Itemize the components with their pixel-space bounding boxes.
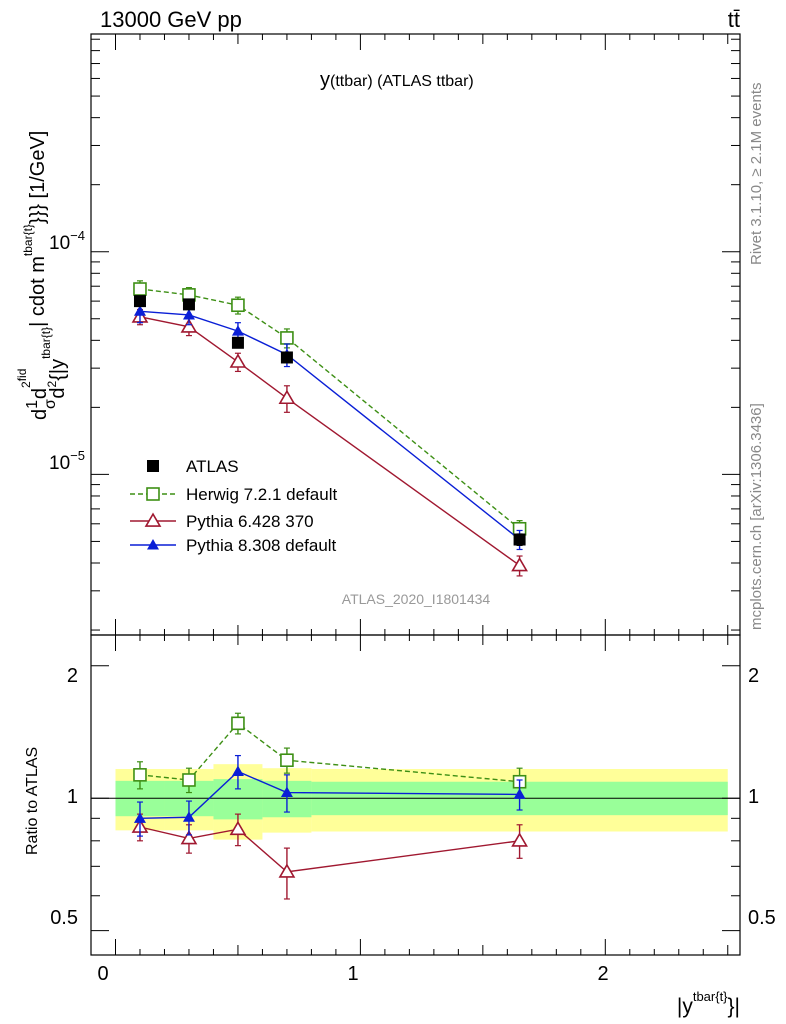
ratio-point-herwig-7-2-1-default	[182, 773, 196, 787]
x-label-main: |y	[677, 995, 693, 1018]
ratio-y-tick-left-0_5: 0.5	[50, 907, 78, 929]
ratio-point-pythia-6-428-370	[229, 820, 247, 836]
y-label-tail: }}} [1/GeV]	[27, 131, 49, 224]
legend-marker-pythia-8-308-default	[147, 539, 159, 550]
ratio-y-tick-right-2: 2	[748, 665, 759, 687]
ratio-y-tick-right-1: 1	[748, 786, 759, 808]
y-label-sigma: σ	[42, 399, 59, 409]
plot-title-main: y	[320, 69, 330, 91]
legend-label-herwig: Herwig 7.2.1 default	[186, 485, 337, 504]
legend-label-pythia6: Pythia 6.428 370	[186, 512, 314, 531]
ratio-point-pythia-8-308-default	[182, 811, 195, 822]
y-label-den-y: {|y	[47, 359, 69, 381]
x-label-tail: }|	[728, 995, 740, 1018]
main-point-atlas	[182, 298, 195, 311]
main-point-herwig-7-2-1-default	[231, 298, 245, 313]
main-point-pythia-8-308-default	[182, 308, 195, 320]
main-point-pythia-8-308-default	[231, 325, 244, 336]
legend: ATLAS Herwig 7.2.1 default Pythia 6.428 …	[130, 457, 337, 555]
ratio-y-label: Ratio to ATLAS	[24, 747, 41, 855]
main-line-pythia-8-308-default	[139, 310, 521, 541]
x-axis-label: |ytbar{t}}|	[677, 989, 740, 1018]
x-tick-label-2: 2	[597, 963, 608, 985]
y-label-den-2: 2	[45, 380, 59, 387]
legend-marker-herwig-7-2-1-default	[146, 487, 160, 501]
ratio-point-pythia-6-428-370	[511, 832, 528, 847]
y-label-one: 1	[24, 400, 41, 409]
y-tick-label-1e-4: 10−4	[49, 228, 85, 254]
energy-label: 13000 GeV pp	[100, 7, 242, 32]
y-label-fid: fid	[15, 369, 29, 382]
legend-label-atlas: ATLAS	[186, 457, 239, 476]
y-tick-exp-1e-5: −5	[70, 448, 85, 463]
y-label-mid: | cdot m	[27, 256, 49, 327]
y-tick-base-1e-4: 10	[49, 233, 70, 254]
main-point-pythia-6-428-370	[511, 556, 528, 572]
main-point-pythia-6-428-370	[278, 389, 296, 405]
ratio-point-herwig-7-2-1-default	[133, 768, 147, 782]
main-point-atlas	[280, 351, 293, 364]
main-panel: y(ttbar) (ATLAS ttbar) ATLAS_2020_I18014…	[15, 33, 741, 636]
y-axis-label-text: d1σd2fidd2{|ytbar{t}| cdot mtbar{t}}}} […	[15, 131, 69, 420]
x-label-sup: tbar{t}	[693, 989, 728, 1004]
legend-marker-pythia-6-428-370	[144, 512, 162, 527]
ratio-point-pythia-8-308-default	[513, 788, 526, 799]
main-plot-layer	[131, 280, 528, 577]
y-tick-exp-1e-4: −4	[70, 228, 85, 243]
plot-title-sub: (ttbar) (ATLAS ttbar)	[330, 73, 474, 90]
main-point-pythia-6-428-370	[180, 318, 198, 333]
plot-title: y(ttbar) (ATLAS ttbar)	[320, 69, 474, 91]
main-point-atlas	[513, 533, 526, 546]
y-label-sup-m: tbar{t}	[21, 224, 35, 256]
ratio-y-tick-right-0_5: 0.5	[748, 907, 776, 929]
x-tick-label-1: 1	[347, 963, 358, 985]
ratio-point-pythia-6-428-370	[278, 863, 296, 878]
main-axes-layer	[91, 34, 740, 635]
y-axis-label: d1σd2fidd2{|ytbar{t}| cdot mtbar{t}}}} […	[15, 131, 69, 420]
y-label-den-d: d	[47, 387, 69, 398]
ratio-point-pythia-8-308-default	[133, 812, 146, 823]
ratio-point-herwig-7-2-1-default	[280, 753, 294, 768]
main-point-pythia-8-308-default	[133, 305, 146, 316]
y-tick-label-1e-5: 10−5	[49, 448, 85, 474]
main-point-herwig-7-2-1-default	[280, 331, 294, 345]
main-point-herwig-7-2-1-default	[133, 282, 147, 296]
ratio-point-herwig-7-2-1-default	[231, 716, 245, 731]
y-label-d2: d	[29, 388, 51, 399]
ratio-point-pythia-8-308-default	[231, 765, 244, 776]
ratio-y-tick-left-2: 2	[67, 665, 78, 687]
ratio-point-pythia-6-428-370	[180, 829, 198, 845]
legend-marker-atlas	[147, 460, 159, 472]
main-point-pythia-6-428-370	[229, 353, 247, 368]
ratio-line-pythia-6-428-370	[139, 826, 520, 873]
ratio-point-pythia-8-308-default	[280, 786, 293, 798]
process-label: tt̄	[728, 7, 740, 32]
y-label-sup2: 2	[19, 381, 33, 388]
main-point-atlas	[231, 336, 244, 349]
ratio-frame	[90, 634, 741, 956]
y-label-sup-ybar: tbar{t}	[39, 327, 53, 359]
y-label-d: d	[29, 409, 51, 420]
ratio-plot-layer	[131, 712, 528, 900]
ratio-panel: Ratio to ATLAS 2 1 0.5 2 1 0.5 0 1 2 |yt…	[24, 634, 776, 1018]
ratio-y-tick-left-1: 1	[67, 786, 78, 808]
y-tick-base-1e-5: 10	[49, 453, 70, 474]
x-tick-label-0: 0	[97, 963, 108, 985]
ratio-axes-layer	[91, 635, 740, 955]
legend-markers	[130, 460, 176, 550]
rivet-label: Rivet 3.1.10, ≥ 2.1M events	[748, 83, 765, 266]
legend-label-pythia8: Pythia 8.308 default	[186, 536, 337, 555]
main-point-atlas	[133, 295, 146, 308]
mcplots-label: mcplots.cern.ch [arXiv:1306.3436]	[748, 403, 765, 630]
analysis-watermark: ATLAS_2020_I1801434	[342, 591, 491, 607]
